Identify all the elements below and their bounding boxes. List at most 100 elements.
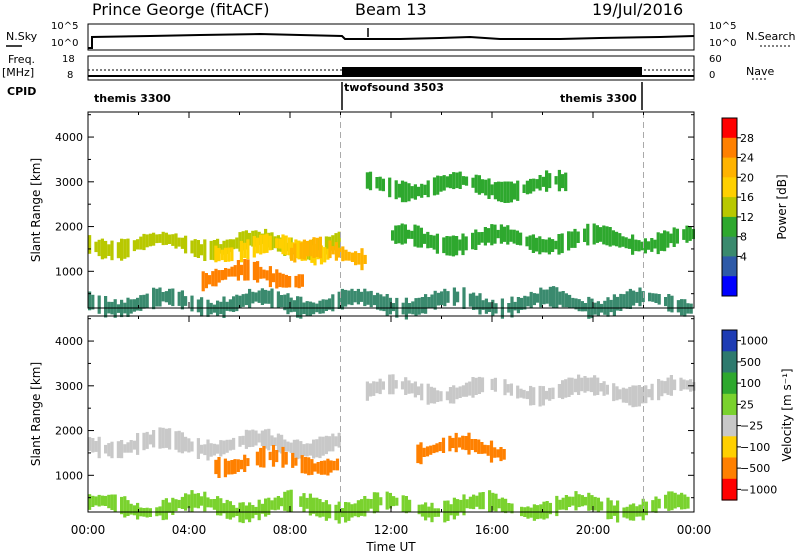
colorbar-tick-label: 500	[740, 356, 761, 369]
data-cell	[621, 387, 625, 403]
data-cell	[262, 269, 266, 279]
data-cell	[152, 287, 156, 310]
data-cell	[200, 297, 204, 317]
data-cell	[404, 377, 408, 395]
data-cell	[238, 436, 242, 447]
data-cell	[214, 459, 218, 475]
colorbar-tick-label: 1000	[740, 335, 768, 348]
data-cell	[255, 451, 259, 466]
data-cell	[212, 304, 216, 313]
data-cell	[477, 376, 481, 394]
data-cell	[196, 240, 200, 258]
data-cell	[423, 184, 427, 195]
data-cell	[542, 501, 546, 520]
data-cell	[571, 297, 575, 308]
data-cell	[356, 288, 360, 305]
data-cell	[422, 447, 426, 457]
data-cell	[561, 497, 565, 510]
data-cell	[676, 300, 680, 313]
data-cell	[484, 179, 488, 196]
data-cell	[228, 299, 232, 312]
data-cell	[516, 385, 520, 399]
data-cell	[420, 297, 424, 314]
data-cell	[299, 242, 303, 259]
data-cell	[480, 442, 484, 454]
data-cell	[264, 289, 268, 304]
colorbar-segment	[722, 457, 737, 480]
data-cell	[132, 299, 136, 312]
data-cell	[570, 231, 574, 248]
data-cell	[88, 437, 92, 451]
data-cell	[510, 503, 514, 514]
data-cell	[283, 439, 287, 452]
data-cell	[461, 435, 465, 450]
colorbar-tick-label: 12	[740, 211, 754, 224]
data-cell	[589, 377, 593, 393]
data-cell	[145, 431, 149, 449]
data-cell	[513, 301, 517, 311]
data-cell	[363, 254, 367, 264]
data-cell	[129, 503, 133, 515]
data-cell	[347, 251, 351, 261]
data-cell	[248, 232, 252, 246]
data-cell	[407, 380, 411, 394]
data-cell	[448, 174, 453, 189]
colorbar-segment	[722, 216, 737, 238]
data-cell	[584, 303, 588, 312]
data-cell	[602, 381, 606, 396]
data-cell	[366, 291, 370, 305]
data-cell	[148, 508, 152, 517]
data-cell	[628, 288, 632, 309]
data-cell	[331, 235, 335, 251]
data-cell	[413, 381, 417, 398]
data-cell	[155, 234, 159, 244]
data-cell	[580, 301, 584, 312]
data-cell	[241, 231, 245, 251]
data-cell	[139, 295, 143, 311]
data-cell	[381, 178, 385, 192]
data-cell	[391, 374, 395, 395]
data-cell	[116, 242, 120, 259]
colorbar-segment	[722, 351, 737, 374]
data-cell	[107, 494, 111, 509]
data-cell	[436, 292, 440, 306]
colorbar-segment	[722, 256, 737, 277]
data-cell	[477, 175, 481, 195]
x-tick-label: 04:00	[172, 523, 207, 537]
data-cell	[670, 295, 674, 313]
data-cell	[223, 458, 227, 478]
data-cell	[129, 440, 133, 453]
data-cell	[309, 239, 313, 257]
data-cell	[184, 436, 188, 452]
data-cell	[441, 437, 446, 453]
data-cell	[593, 375, 597, 396]
data-cell	[686, 496, 690, 509]
data-cell	[435, 443, 439, 453]
data-cell	[142, 432, 146, 451]
y-tick-label: 3000	[55, 176, 83, 189]
data-cell	[426, 180, 430, 198]
data-cell	[449, 504, 453, 516]
data-cell	[539, 287, 543, 308]
data-cell	[657, 498, 661, 509]
data-cell	[478, 492, 482, 510]
data-cell	[557, 384, 561, 398]
data-cell	[632, 290, 636, 306]
data-cell	[316, 462, 320, 474]
data-cell	[227, 268, 231, 277]
data-cell	[227, 247, 231, 262]
data-cell	[672, 227, 676, 247]
data-cell	[246, 259, 250, 281]
data-cell	[168, 428, 172, 450]
data-cell	[291, 452, 295, 468]
data-cell	[555, 495, 559, 517]
data-cell	[499, 447, 503, 462]
data-cell	[481, 492, 485, 510]
data-cell	[248, 430, 252, 448]
data-cell	[513, 183, 517, 200]
data-cell	[228, 501, 232, 520]
data-cell	[369, 499, 373, 509]
data-cell	[120, 440, 124, 459]
